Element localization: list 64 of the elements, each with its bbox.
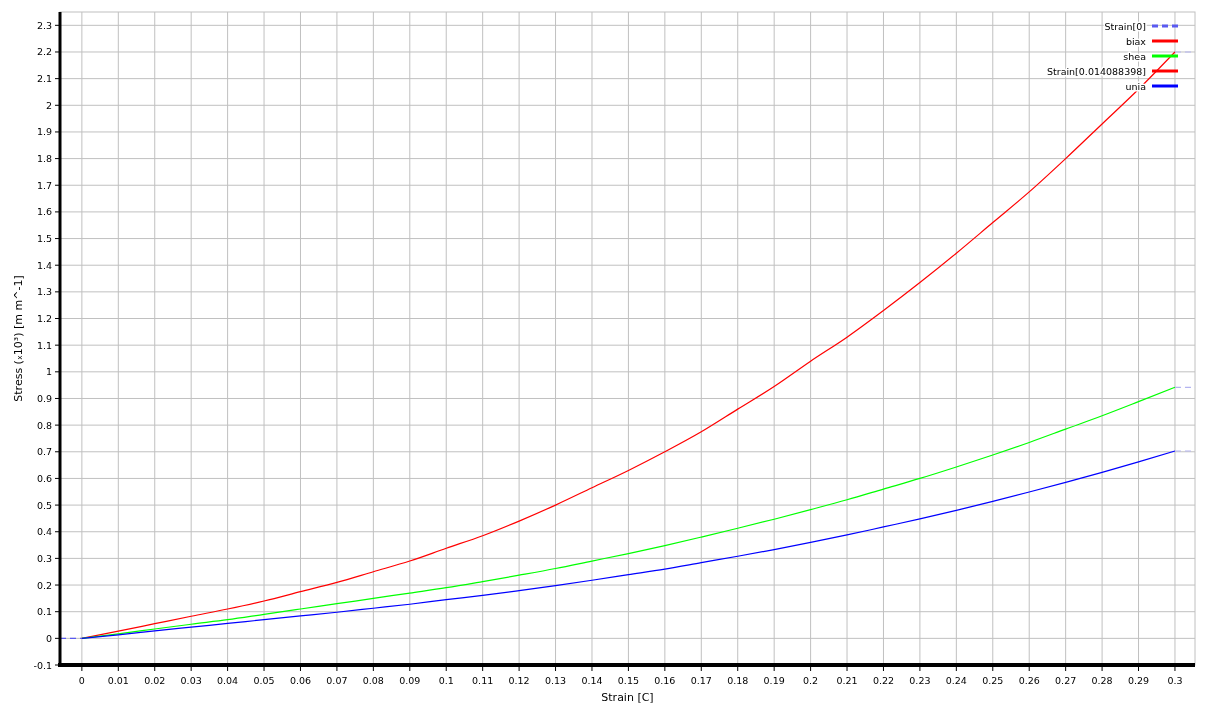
y-tick-label: 0.9 [36, 392, 52, 404]
x-tick-label: 0 [78, 675, 85, 686]
legend-label: Strain[0.014088398] [1046, 65, 1146, 77]
y-tick-label: 0.8 [36, 419, 52, 431]
x-tick-label: 0.03 [180, 675, 202, 686]
x-tick-label: 0.22 [872, 675, 895, 686]
x-tick-label: 0.2 [803, 675, 819, 686]
x-axis-title: Strain [C] [601, 691, 654, 704]
x-tick-label: 0.29 [1127, 675, 1150, 686]
legend-label: biax [1125, 35, 1147, 47]
x-tick-label: 0.21 [836, 675, 858, 686]
x-tick-label: 0.01 [107, 675, 129, 686]
y-tick-label: 1.3 [36, 286, 52, 298]
line-series [81, 450, 1176, 639]
y-tick-label: 0 [45, 632, 52, 644]
x-tick-label: 0.13 [544, 675, 567, 686]
y-tick-label: 1.6 [36, 206, 52, 218]
x-tick-label: 0.19 [763, 675, 785, 686]
x-tick-label: 0.26 [1018, 675, 1040, 686]
y-tick-label: 1.1 [36, 339, 52, 351]
x-tick-label: 0.25 [982, 675, 1004, 686]
y-tick-label: 2.2 [36, 46, 52, 58]
y-tick-label: -0.1 [33, 659, 52, 671]
x-tick-label: 0.11 [472, 675, 494, 686]
legend-label: shea [1123, 50, 1146, 62]
x-tick-label: 0.23 [909, 675, 931, 686]
x-tick-label: 0.08 [362, 675, 384, 686]
x-tick-label: 0.1 [438, 675, 454, 686]
y-axis-title: Stress (ₓ10³) [m m^-1] [12, 275, 25, 402]
y-tick-label: 0.2 [36, 579, 52, 591]
x-tick-label: 0.12 [508, 675, 530, 686]
legend-label: Strain[0] [1104, 20, 1146, 32]
x-tick-label: 0.16 [654, 675, 676, 686]
y-tick-label: 2 [45, 99, 52, 111]
x-tick-label: 0.24 [945, 675, 967, 686]
y-tick-label: 1.7 [36, 179, 52, 191]
x-tick-label: 0.3 [1167, 675, 1183, 686]
y-tick-label: 1.5 [36, 233, 52, 245]
y-tick-label: 1 [45, 366, 52, 378]
y-tick-label: 0.7 [36, 446, 52, 458]
x-tick-label: 0.27 [1055, 675, 1077, 686]
y-tick-label: 0.5 [36, 499, 52, 511]
y-tick-label: 0.4 [36, 526, 52, 538]
y-tick-label: 1.2 [36, 313, 52, 325]
x-tick-label: 0.18 [727, 675, 749, 686]
x-tick-label: 0.09 [399, 675, 421, 686]
y-tick-label: 0.6 [36, 472, 52, 484]
x-tick-label: 0.04 [217, 675, 239, 686]
x-tick-label: 0.07 [326, 675, 348, 686]
x-tick-label: 0.15 [617, 675, 639, 686]
x-tick-label: 0.17 [690, 675, 712, 686]
y-tick-label: 2.3 [36, 19, 52, 31]
y-tick-label: 2.1 [36, 73, 52, 85]
x-tick-label: 0.14 [581, 675, 603, 686]
y-tick-label: 0.1 [36, 606, 52, 618]
y-tick-label: 0.3 [36, 552, 52, 564]
x-tick-label: 0.28 [1091, 675, 1113, 686]
y-tick-label: 1.8 [36, 153, 52, 165]
line-series [81, 386, 1176, 639]
y-tick-label: 1.4 [36, 259, 52, 271]
y-tick-label: 1.9 [36, 126, 52, 138]
x-tick-label: 0.06 [289, 675, 312, 686]
x-tick-label: 0.02 [144, 675, 166, 686]
x-tick-label: 0.05 [253, 675, 275, 686]
